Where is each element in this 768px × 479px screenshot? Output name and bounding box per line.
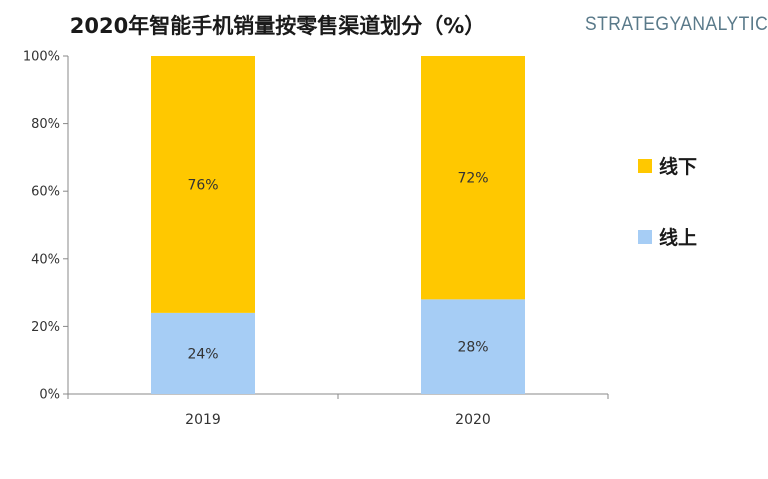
data-label: 28% [457,340,488,356]
y-tick-label: 0% [39,388,60,403]
bar-segment-online [151,312,255,394]
x-category-label: 2019 [185,412,221,428]
legend-swatch [638,159,652,173]
bar-segment-online [421,299,525,394]
data-label: 24% [187,346,218,362]
y-tick-label: 20% [31,320,60,335]
y-tick-label: 100% [23,50,60,65]
y-tick-label: 60% [31,185,60,200]
chart-title: 2020年智能手机销量按零售渠道划分（%） [69,14,486,38]
legend-label: 线上 [659,226,697,249]
y-tick-label: 40% [31,252,60,267]
bar-segment-offline [151,56,255,313]
data-label: 72% [457,171,488,187]
brand-logo-text: STRATEGYANALYTICS [585,14,768,35]
legend-label: 线下 [659,155,697,178]
x-category-label: 2020 [455,412,491,428]
data-label: 76% [187,177,218,193]
y-tick-label: 80% [31,117,60,132]
bar-segment-offline [421,56,525,300]
legend-swatch [638,230,652,244]
